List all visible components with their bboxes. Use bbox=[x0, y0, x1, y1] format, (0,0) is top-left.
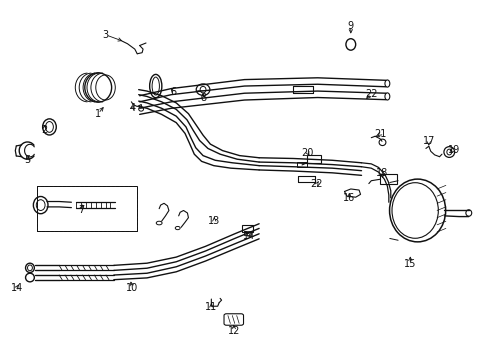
Text: 5: 5 bbox=[24, 155, 31, 165]
Text: 1: 1 bbox=[95, 109, 101, 119]
Text: 14: 14 bbox=[11, 283, 23, 293]
Text: 10: 10 bbox=[126, 283, 138, 293]
Text: 11: 11 bbox=[205, 302, 217, 312]
Text: 19: 19 bbox=[447, 144, 459, 154]
Bar bbox=[37, 186, 137, 231]
Bar bbox=[306, 155, 320, 163]
Text: 13: 13 bbox=[208, 216, 220, 226]
Text: 14: 14 bbox=[243, 231, 255, 240]
Text: 6: 6 bbox=[170, 87, 177, 97]
Text: 22: 22 bbox=[364, 89, 377, 99]
Text: 21: 21 bbox=[373, 129, 386, 139]
Text: 15: 15 bbox=[403, 259, 416, 269]
Bar bbox=[297, 162, 306, 167]
Text: 12: 12 bbox=[227, 325, 240, 336]
Text: 2: 2 bbox=[41, 125, 48, 135]
Bar bbox=[242, 225, 252, 232]
Bar bbox=[244, 231, 251, 234]
Text: 22: 22 bbox=[310, 179, 322, 189]
Text: 4: 4 bbox=[129, 103, 135, 113]
Bar bbox=[37, 186, 137, 231]
Text: 3: 3 bbox=[102, 30, 108, 40]
Bar bbox=[379, 174, 396, 184]
Text: 9: 9 bbox=[347, 21, 353, 31]
Text: 16: 16 bbox=[343, 193, 355, 203]
Text: 20: 20 bbox=[301, 148, 313, 158]
Text: 8: 8 bbox=[200, 93, 206, 103]
Text: 18: 18 bbox=[376, 168, 388, 178]
Text: 7: 7 bbox=[78, 206, 84, 216]
Text: 17: 17 bbox=[422, 136, 434, 145]
